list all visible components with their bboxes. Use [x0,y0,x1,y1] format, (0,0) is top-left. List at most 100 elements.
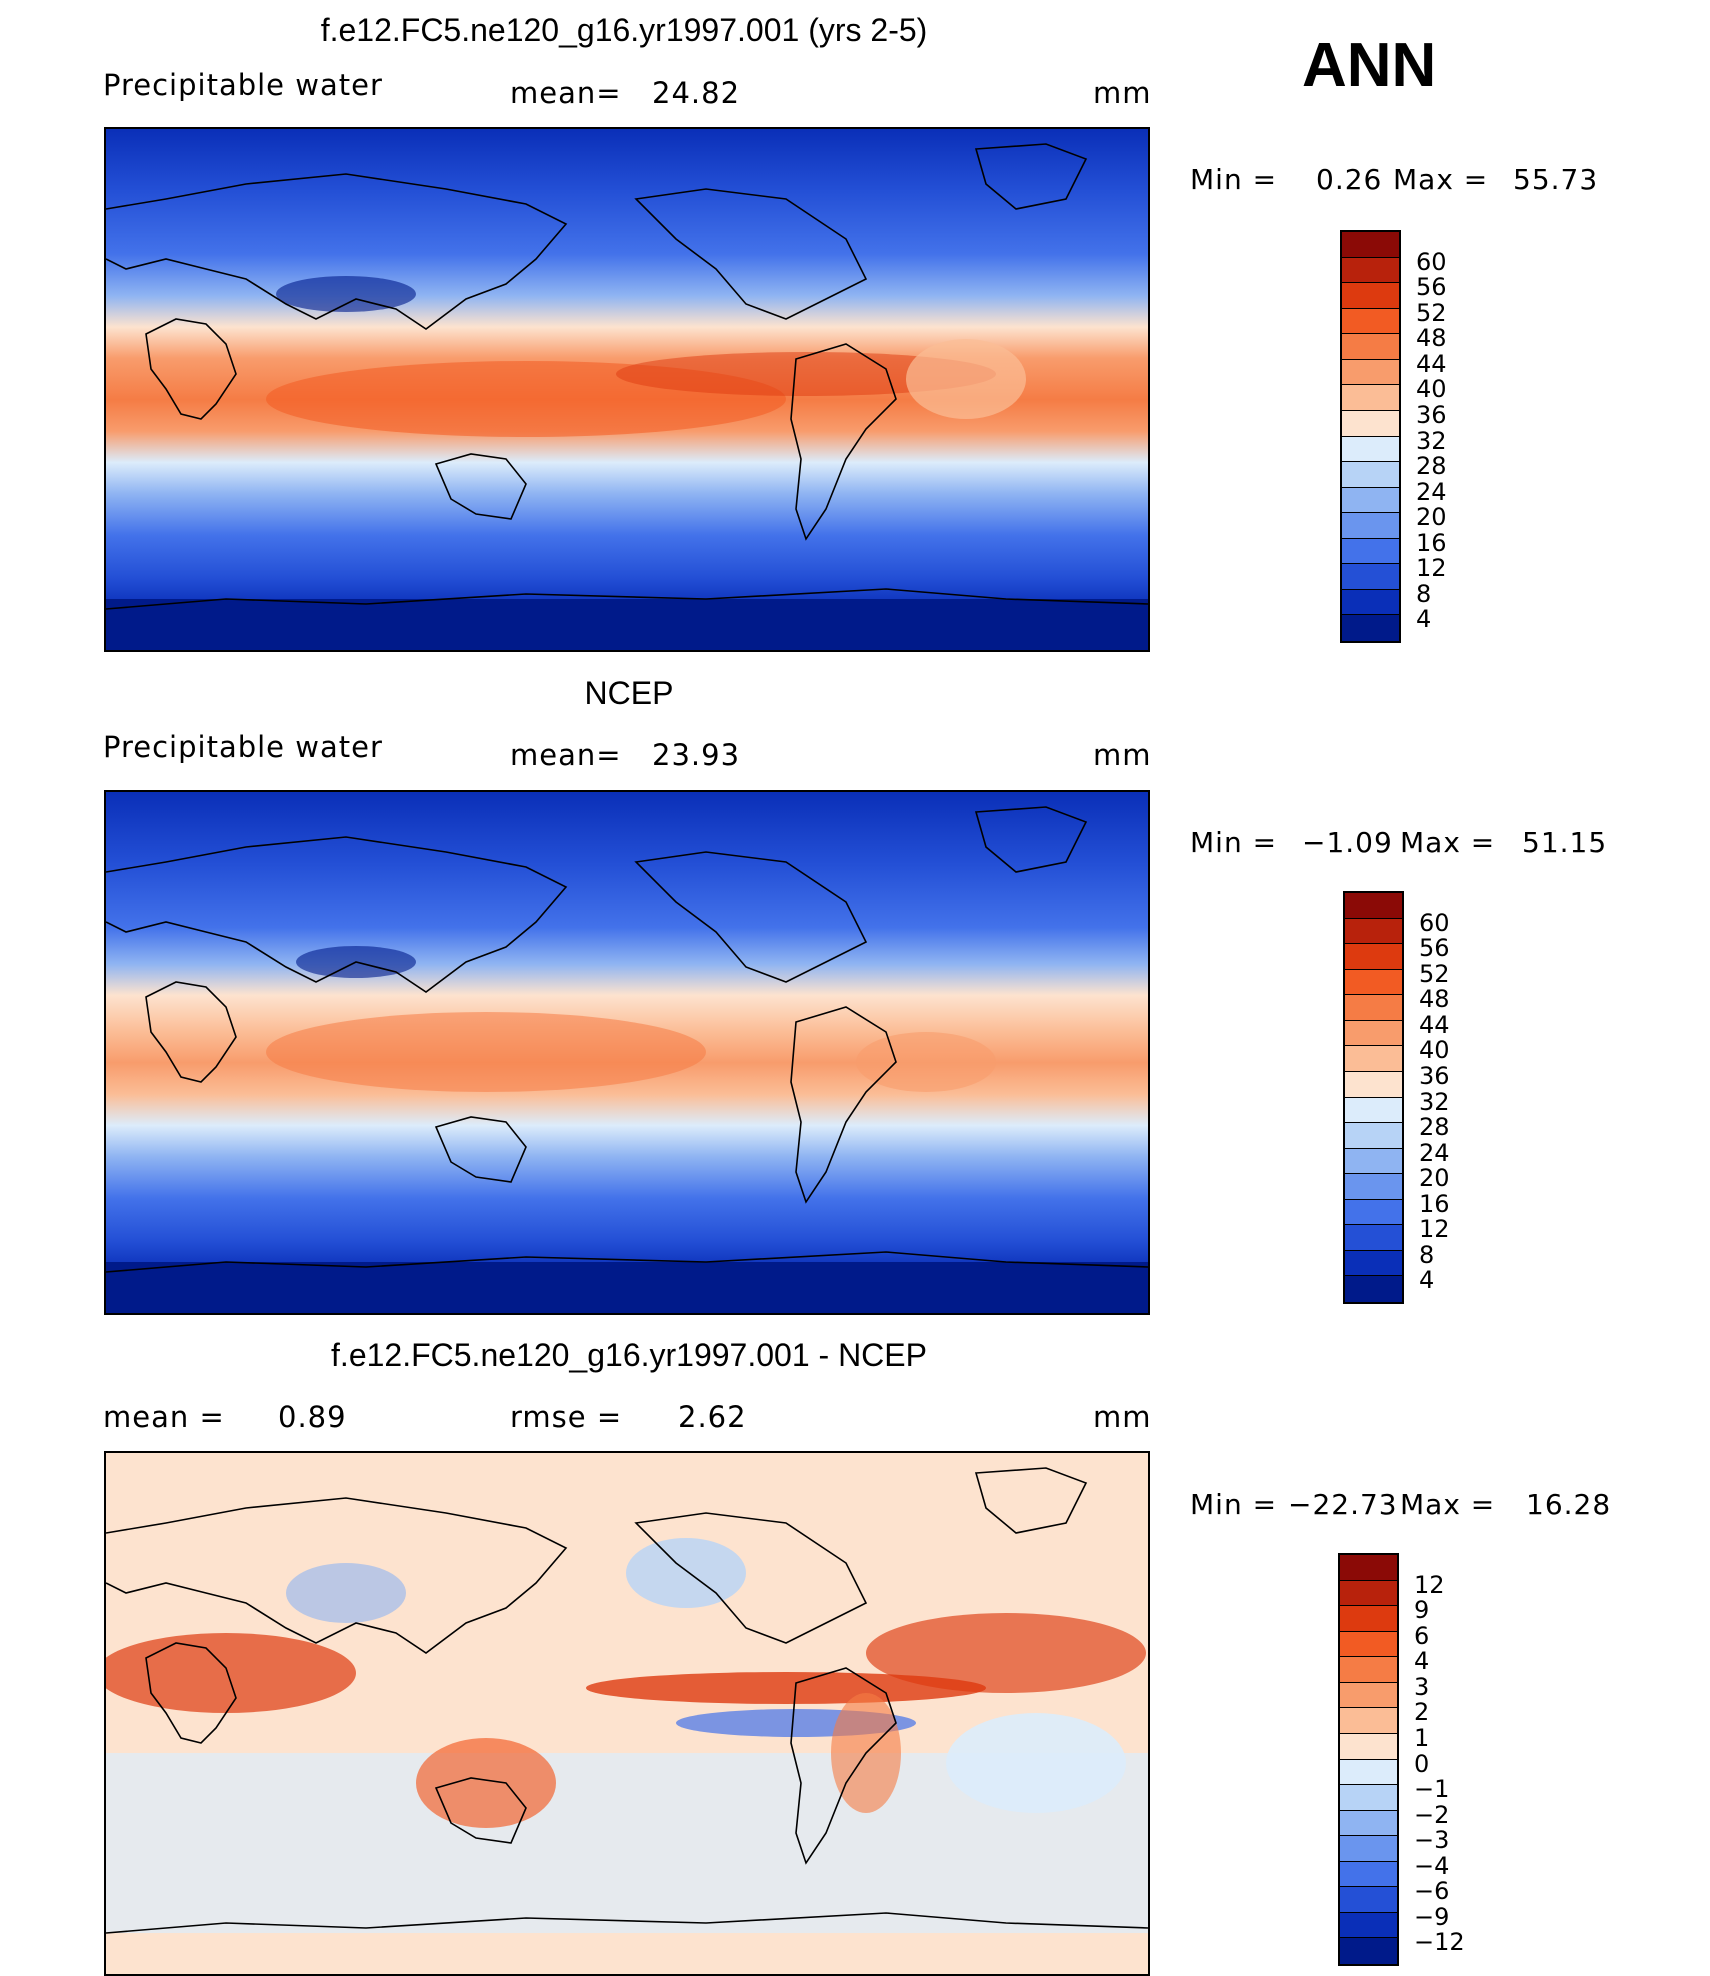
panel3-min-value: −22.73 [1288,1488,1398,1521]
panel3-rmse-value: 2.62 [678,1400,747,1434]
colorbar-swatch [1345,944,1402,970]
colorbar-tick-label: 40 [1419,1036,1450,1065]
colorbar-swatch [1342,487,1399,514]
colorbar-tick-label: 48 [1416,324,1447,353]
panel1-units: mm [1093,76,1152,110]
panel1-max-label: Max = [1393,163,1489,196]
colorbar-tick-label: 2 [1414,1698,1430,1727]
colorbar-tick-label: 4 [1419,1266,1435,1295]
colorbar-tick-label: 1 [1414,1723,1430,1752]
panel3-map-svg [106,1453,1148,1974]
colorbar-swatch [1345,1148,1402,1175]
colorbar-swatch [1340,1785,1397,1811]
panel1-colorbar [1340,230,1401,643]
colorbar-tick-label: 6 [1414,1621,1430,1650]
colorbar-swatch [1342,538,1399,565]
colorbar-tick-label: 52 [1416,298,1447,327]
colorbar-swatch [1342,513,1399,539]
colorbar-tick-label: 9 [1414,1596,1430,1625]
season-label: ANN [1302,31,1437,100]
colorbar-tick-label: −12 [1414,1928,1465,1957]
colorbar-tick-label: 16 [1419,1189,1450,1218]
colorbar-tick-label: 32 [1416,426,1447,455]
colorbar-tick-label: −4 [1414,1851,1450,1880]
colorbar-tick-label: 8 [1419,1240,1435,1269]
colorbar-swatch [1345,1123,1402,1149]
colorbar-swatch [1342,308,1399,335]
colorbar-swatch [1342,334,1399,360]
colorbar-tick-label: 20 [1416,503,1447,532]
colorbar-swatch [1340,1555,1397,1581]
panel1-map-svg [106,129,1148,650]
panel1-max-value: 55.73 [1513,163,1599,196]
colorbar-tick-label: 44 [1416,349,1447,378]
panel1-mean-value: 24.82 [652,76,741,110]
colorbar-tick-label: 4 [1416,605,1432,634]
colorbar-swatch [1342,436,1399,463]
colorbar-swatch [1345,1174,1402,1200]
colorbar-tick-label: −1 [1414,1775,1450,1804]
colorbar-tick-label: 24 [1416,477,1447,506]
panel3-min-label: Min = [1190,1488,1278,1521]
panel2-mean-label: mean= [510,738,622,772]
colorbar-tick-label: 48 [1419,985,1450,1014]
colorbar-tick-label: −2 [1414,1800,1450,1829]
colorbar-swatch [1340,1836,1397,1862]
panel3-rmse-label: rmse = [510,1400,623,1434]
colorbar-swatch [1340,1733,1397,1760]
colorbar-swatch [1340,1682,1397,1709]
colorbar-swatch [1345,1020,1402,1047]
panel2-title: NCEP [584,675,674,711]
panel2-max-label: Max = [1400,826,1496,859]
panel1-min-label: Min = [1190,163,1278,196]
colorbar-swatch [1340,1912,1397,1939]
colorbar-swatch [1345,1199,1402,1226]
colorbar-swatch [1340,1657,1397,1683]
colorbar-swatch [1345,1250,1402,1277]
panel3-max-value: 16.28 [1526,1488,1612,1521]
colorbar-swatch [1342,385,1399,411]
colorbar-swatch [1340,1759,1397,1786]
panel3-mean-label: mean = [103,1400,225,1434]
colorbar-tick-label: 28 [1419,1113,1450,1142]
panel1-min-value: 0.26 [1316,163,1383,196]
colorbar-tick-label: 56 [1416,273,1447,302]
colorbar-tick-label: −9 [1414,1902,1450,1931]
panel3-units: mm [1093,1400,1152,1434]
colorbar-tick-label: 40 [1416,375,1447,404]
colorbar-tick-label: 36 [1419,1061,1450,1090]
panel3-map [104,1451,1150,1976]
colorbar-tick-label: 20 [1419,1164,1450,1193]
panel2-map [104,790,1150,1315]
panel3-mean-value: 0.89 [278,1400,347,1434]
panel2-variable-label: Precipitable water [103,730,383,764]
colorbar-tick-label: 24 [1419,1138,1450,1167]
colorbar-tick-label: 44 [1419,1010,1450,1039]
colorbar-swatch [1342,232,1399,258]
panel3-max-label: Max = [1400,1488,1496,1521]
panel1-title: f.e12.FC5.ne120_g16.yr1997.001 (yrs 2-5) [320,12,928,48]
colorbar-swatch [1340,1606,1397,1632]
colorbar-swatch [1345,969,1402,996]
colorbar-swatch [1345,1225,1402,1251]
colorbar-swatch [1342,410,1399,437]
colorbar-tick-label: 16 [1416,528,1447,557]
colorbar-tick-label: 52 [1419,959,1450,988]
colorbar-tick-label: 32 [1419,1087,1450,1116]
panel3-title: f.e12.FC5.ne120_g16.yr1997.001 - NCEP [331,1337,927,1373]
colorbar-swatch [1342,283,1399,309]
panel1-map [104,127,1150,652]
colorbar-tick-label: 8 [1416,579,1432,608]
colorbar-swatch [1340,1938,1397,1964]
colorbar-swatch [1345,893,1402,919]
colorbar-swatch [1345,1097,1402,1124]
panel2-units: mm [1093,738,1152,772]
panel2-mean-value: 23.93 [652,738,741,772]
colorbar-swatch [1340,1861,1397,1888]
colorbar-tick-label: 60 [1419,908,1450,937]
colorbar-tick-label: 12 [1416,554,1447,583]
colorbar-swatch [1342,615,1399,641]
panel1-variable-label: Precipitable water [103,68,383,102]
panel3-colorbar [1338,1553,1399,1966]
colorbar-tick-label: 36 [1416,400,1447,429]
